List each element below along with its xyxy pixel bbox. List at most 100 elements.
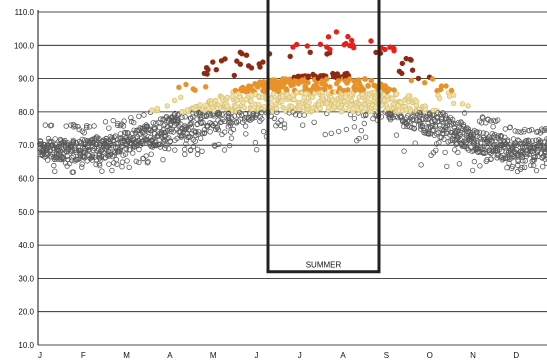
data-point — [480, 115, 486, 121]
data-point — [45, 157, 51, 163]
data-point — [327, 46, 333, 53]
data-point — [471, 158, 478, 165]
data-point — [532, 154, 538, 160]
data-point — [169, 126, 175, 133]
x-tick-label-8: S — [384, 351, 389, 360]
data-point — [545, 142, 547, 147]
data-point — [368, 38, 374, 44]
data-point — [422, 79, 428, 86]
data-point — [141, 112, 147, 118]
data-point — [207, 129, 213, 135]
data-point — [289, 103, 295, 110]
data-point — [358, 127, 364, 134]
data-point — [84, 158, 90, 164]
data-point — [164, 103, 170, 109]
data-point — [349, 37, 355, 44]
data-point — [119, 159, 126, 165]
data-point — [79, 136, 85, 143]
data-point — [243, 131, 249, 137]
data-point — [475, 149, 481, 156]
data-point — [401, 148, 407, 154]
data-point — [230, 126, 237, 133]
data-point — [237, 61, 243, 67]
data-point — [456, 161, 463, 167]
data-point — [81, 130, 87, 136]
data-point — [391, 48, 397, 54]
data-point — [393, 132, 400, 138]
data-point — [245, 116, 252, 122]
data-point — [249, 114, 256, 120]
data-point — [486, 147, 493, 154]
data-point — [506, 160, 512, 166]
data-point — [176, 84, 182, 90]
data-point — [72, 123, 78, 129]
data-point — [542, 146, 547, 152]
data-point — [102, 119, 109, 125]
data-point — [70, 121, 77, 128]
data-point — [50, 154, 57, 161]
data-point — [441, 130, 447, 137]
data-point — [196, 129, 202, 135]
data-point — [183, 141, 189, 147]
data-point — [240, 84, 246, 91]
data-point — [351, 124, 358, 130]
data-point — [144, 159, 151, 166]
data-point — [133, 158, 139, 164]
data-point — [85, 146, 92, 153]
data-point — [345, 33, 351, 40]
data-point — [52, 136, 58, 142]
data-point — [68, 122, 74, 128]
data-point — [110, 117, 116, 124]
data-point — [214, 124, 220, 130]
data-point — [278, 117, 284, 123]
data-point — [129, 150, 136, 156]
data-point — [294, 41, 300, 48]
data-point — [455, 127, 461, 133]
data-point — [429, 122, 436, 129]
data-point — [391, 87, 397, 93]
data-point — [404, 123, 410, 130]
data-point — [281, 125, 288, 131]
data-point — [63, 123, 69, 129]
data-point — [131, 144, 138, 150]
data-point — [526, 138, 532, 144]
data-point — [120, 123, 127, 129]
data-point — [322, 131, 328, 138]
data-point — [291, 96, 297, 103]
data-point — [154, 105, 160, 112]
data-point — [165, 146, 172, 152]
data-point — [281, 121, 288, 127]
data-point — [117, 146, 124, 152]
data-point — [160, 139, 167, 145]
data-point — [153, 120, 159, 126]
data-point — [292, 111, 299, 118]
data-point — [450, 92, 457, 98]
data-point — [526, 127, 532, 134]
data-point — [415, 75, 422, 82]
data-point — [233, 120, 240, 126]
data-point — [479, 146, 486, 152]
data-point — [226, 142, 233, 149]
data-point — [290, 92, 296, 98]
data-point — [215, 127, 222, 133]
data-point — [310, 94, 316, 100]
data-point — [194, 121, 201, 127]
data-point — [221, 147, 228, 153]
data-point — [322, 86, 328, 93]
data-point — [534, 149, 541, 156]
x-tick-label-2: M — [123, 351, 130, 360]
data-point — [351, 115, 358, 122]
y-tick-label-3: 40.0 — [18, 241, 34, 250]
data-point — [509, 155, 515, 161]
y-tick-label-1: 20.0 — [18, 308, 34, 317]
data-point — [333, 29, 340, 35]
data-point — [503, 149, 509, 155]
data-point — [470, 129, 476, 135]
data-point — [323, 76, 330, 82]
data-point — [249, 87, 256, 93]
data-point — [540, 163, 546, 170]
data-point — [343, 40, 349, 47]
data-point — [194, 151, 201, 158]
data-point — [135, 138, 141, 144]
data-point — [449, 136, 456, 142]
